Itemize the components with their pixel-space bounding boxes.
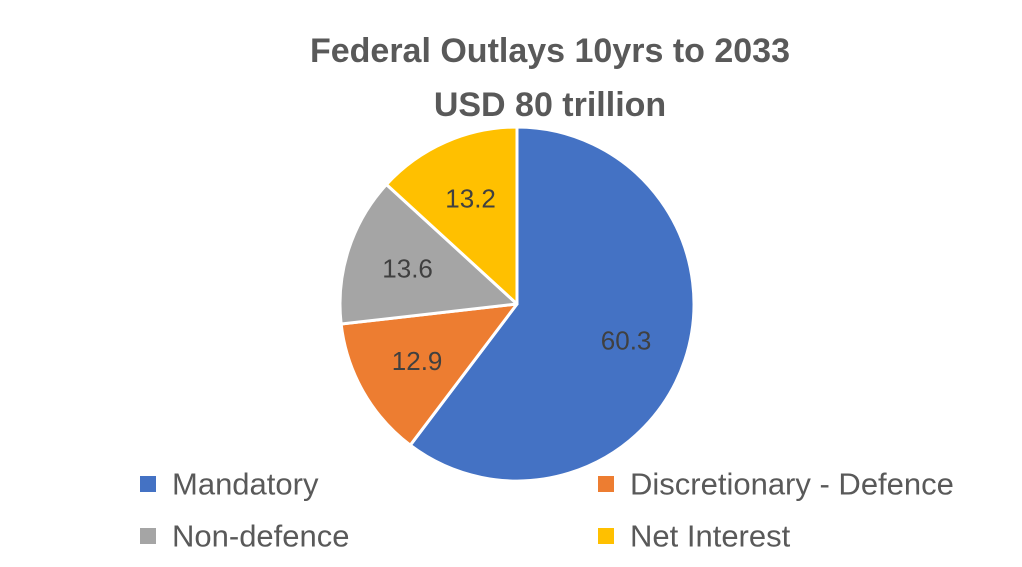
legend-swatch (140, 528, 156, 544)
legend-swatch (598, 528, 614, 544)
legend-label: Net Interest (630, 519, 791, 554)
slice-value-label: 13.6 (382, 253, 433, 283)
pie-slice-discretionary-defence (339, 302, 519, 447)
pie-slice-labels: 60.3 12.9 13.6 13.2 (382, 184, 651, 376)
pie-slice-mandatory (408, 125, 696, 483)
legend-item-mandatory: Mandatory (140, 467, 319, 502)
legend-swatch (140, 476, 156, 492)
chart-subtitle: USD 80 trillion (434, 86, 666, 124)
legend-label: Non-defence (172, 519, 350, 554)
legend-item-non-defence: Non-defence (140, 519, 350, 554)
legend-swatch (598, 476, 614, 492)
pie-slices (338, 125, 696, 483)
legend-label: Discretionary - Defence (630, 467, 954, 502)
pie-slice-non-defence (338, 182, 519, 326)
slice-value-label: 13.2 (445, 184, 496, 214)
pie-slice-net-interest (384, 125, 519, 306)
slice-value-label: 60.3 (601, 326, 652, 356)
chart-legend: Mandatory Discretionary - Defence Non-defe… (140, 467, 954, 554)
slice-value-label: 12.9 (392, 346, 443, 376)
legend-label: Mandatory (172, 467, 319, 502)
legend-item-net-interest: Net Interest (598, 519, 791, 554)
chart-title: Federal Outlays 10yrs to 2033 (310, 32, 790, 70)
legend-item-discretionary-defence: Discretionary - Defence (598, 467, 954, 502)
